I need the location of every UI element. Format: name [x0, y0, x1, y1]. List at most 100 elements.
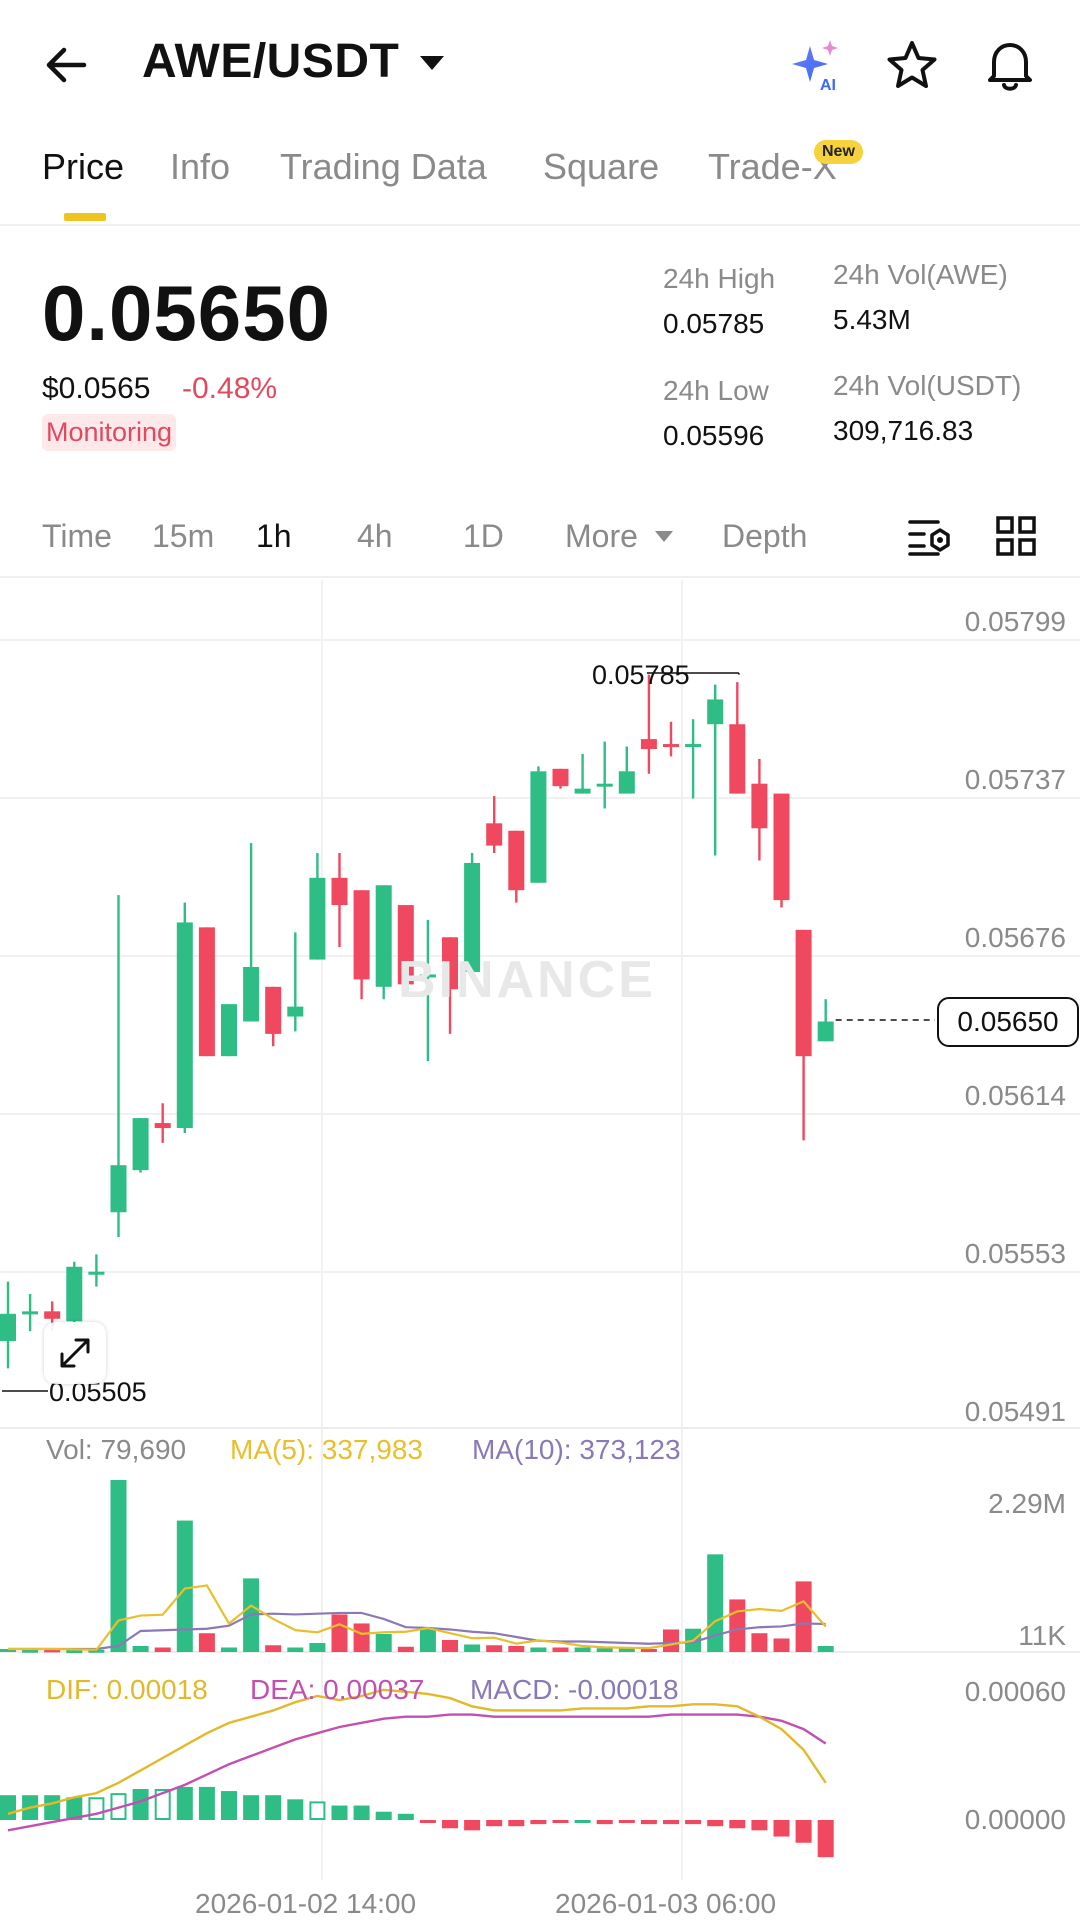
macd-histogram-bar: [552, 1820, 569, 1823]
expand-icon: [60, 1338, 90, 1368]
vol-usdt-value: 309,716.83: [833, 415, 974, 446]
macd-histogram-bar: [66, 1797, 83, 1820]
fullscreen-button[interactable]: [44, 1322, 106, 1384]
candle-body: [397, 905, 414, 985]
exchange-watermark: BINANCE: [398, 951, 656, 1009]
macd-axis-tick: 0.00060: [964, 1676, 1066, 1707]
macd-histogram-bar: [707, 1820, 724, 1827]
candle-body: [817, 1021, 834, 1042]
active-tab-indicator: [64, 213, 106, 221]
macd-value-label: MACD: -0.00018: [470, 1674, 679, 1705]
interval-15m[interactable]: 15m: [152, 518, 215, 554]
macd-histogram-bar: [287, 1799, 304, 1820]
macd-dif-line: [7, 1688, 827, 1815]
candle-body: [0, 1313, 16, 1342]
interval-4h[interactable]: 4h: [357, 518, 393, 554]
caret-down-icon[interactable]: [418, 52, 446, 74]
macd-histogram-bar: [530, 1820, 547, 1825]
tab-info[interactable]: Info: [170, 146, 231, 187]
candle-body: [353, 890, 370, 980]
volume-bar: [331, 1614, 348, 1652]
volume-bar: [309, 1642, 326, 1652]
candle-body: [508, 830, 525, 891]
price-axis-tick: 0.05676: [964, 922, 1066, 953]
volume-bar: [464, 1644, 481, 1652]
volume-bar: [508, 1645, 525, 1652]
vol-awe-value: 5.43M: [833, 304, 911, 335]
volume-bar: [397, 1646, 414, 1652]
macd-histogram-bar: [44, 1795, 61, 1820]
candle-body: [707, 699, 724, 725]
price-axis-tick: 0.05799: [964, 606, 1066, 637]
current-price-tag: 0.05650: [937, 997, 1079, 1047]
macd-histogram-bar: [442, 1820, 458, 1829]
volume-bar: [552, 1647, 569, 1652]
macd-histogram-bar: [419, 1820, 436, 1823]
volume-bar: [486, 1645, 503, 1652]
candle-body: [574, 788, 591, 794]
volume-bar: [596, 1648, 613, 1652]
interval-time[interactable]: Time: [42, 518, 112, 554]
candle-body: [331, 877, 348, 906]
macd-axis-tick: 0.00000: [964, 1804, 1066, 1835]
tab-square[interactable]: Square: [543, 146, 660, 187]
macd-dea-line: [7, 1713, 827, 1832]
candle-body: [287, 1006, 304, 1017]
volume-bar: [44, 1649, 61, 1653]
tab-trading-data[interactable]: Trading Data: [280, 146, 487, 187]
back-arrow-icon[interactable]: [40, 38, 94, 92]
indicator-settings-icon[interactable]: [908, 516, 952, 556]
volume-label: Vol: 79,690: [46, 1434, 187, 1465]
candle-body: [66, 1266, 83, 1322]
candle-body: [198, 927, 215, 1057]
trading-pair-title[interactable]: AWE/USDT: [142, 35, 400, 88]
ai-sparkle-icon[interactable]: AI: [786, 36, 846, 96]
time-axis-tick: 2026-01-03 06:00: [555, 1888, 777, 1919]
macd-histogram-bar: [464, 1820, 481, 1831]
volume-axis-tick: 2.29M: [988, 1488, 1066, 1519]
volume-bar: [530, 1647, 547, 1652]
more-caret-icon[interactable]: [653, 528, 675, 544]
volume-bar: [729, 1599, 746, 1652]
volume-bar: [287, 1647, 304, 1652]
candle-body: [375, 885, 392, 987]
candle-body: [486, 823, 503, 846]
bell-icon[interactable]: [982, 36, 1038, 94]
candle-body: [663, 744, 679, 748]
macd-dea-label: DEA: 0.00037: [250, 1674, 425, 1705]
star-icon[interactable]: [884, 38, 940, 94]
high-label: 24h High: [663, 263, 776, 294]
macd-histogram-bar: [508, 1820, 525, 1827]
usd-price: $0.0565: [42, 372, 151, 405]
price-axis-tick: 0.05553: [964, 1238, 1066, 1269]
candle-body: [640, 739, 657, 749]
candle-body: [265, 986, 282, 1034]
volume-bar: [353, 1623, 370, 1652]
candle-body: [596, 783, 613, 787]
interval-more[interactable]: More: [565, 518, 638, 554]
layout-grid-icon[interactable]: [996, 516, 1036, 556]
volume-bar: [221, 1647, 237, 1652]
macd-histogram-bar: [640, 1820, 657, 1825]
volume-bar: [176, 1520, 193, 1652]
volume-bar: [618, 1648, 635, 1652]
interval-1h[interactable]: 1h: [256, 518, 292, 554]
candle-body: [419, 974, 436, 978]
interval-1d[interactable]: 1D: [463, 518, 504, 554]
interval-depth[interactable]: Depth: [722, 518, 808, 554]
volume-bar: [66, 1650, 83, 1654]
kline-chart[interactable]: [0, 578, 1080, 1914]
page-tabs: Price Info Trading Data Square Trade-X N…: [0, 140, 1080, 226]
volume-bar: [22, 1649, 39, 1653]
volume-ma5-line: [8, 1584, 827, 1651]
tab-price[interactable]: Price: [42, 146, 125, 187]
monitoring-tag[interactable]: Monitoring: [42, 414, 177, 451]
candle-body: [552, 768, 569, 787]
volume-bar: [663, 1629, 679, 1652]
volume-bar: [574, 1647, 591, 1652]
volume-bar: [773, 1638, 790, 1652]
macd-histogram-bar: [685, 1820, 702, 1825]
candle-body: [221, 1004, 237, 1057]
macd-histogram-bar: [243, 1795, 260, 1820]
volume-bar: [375, 1633, 392, 1652]
